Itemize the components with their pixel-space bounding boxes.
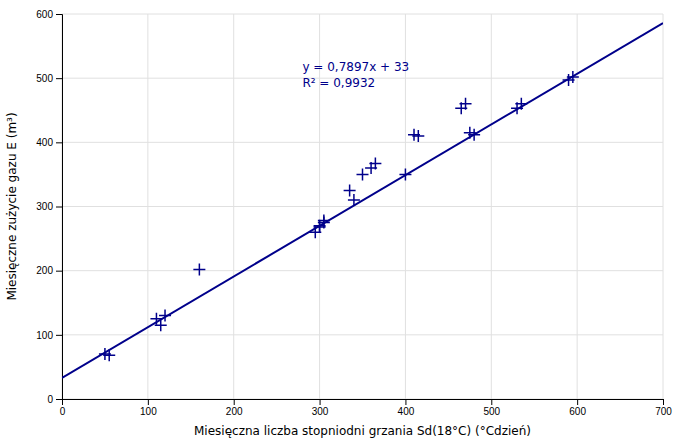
tick: 100 bbox=[36, 330, 62, 341]
grid-line-y bbox=[62, 334, 663, 335]
tick-label: 400 bbox=[398, 406, 415, 417]
tick-label: 0 bbox=[47, 394, 53, 405]
tick-mark bbox=[56, 207, 62, 208]
y-axis-title: Miesięczne zużycie gazu E (m³) bbox=[5, 112, 19, 300]
tick: 600 bbox=[569, 399, 586, 417]
axis-line bbox=[63, 400, 664, 406]
grid-line-y bbox=[62, 14, 663, 15]
tick: 400 bbox=[398, 399, 415, 417]
tick-mark bbox=[320, 399, 321, 405]
scatter-point bbox=[460, 98, 472, 110]
tick-mark bbox=[663, 399, 664, 405]
annotation: y = 0,7897x + 33 R² = 0,9932 bbox=[302, 60, 409, 90]
tick: 500 bbox=[36, 73, 62, 84]
scatter-point bbox=[357, 168, 369, 180]
marks bbox=[62, 23, 663, 378]
grid-line-y bbox=[62, 142, 663, 143]
tick-mark bbox=[56, 142, 62, 143]
regression-line bbox=[62, 23, 663, 378]
tick: 400 bbox=[36, 137, 62, 148]
tick: 0 bbox=[47, 394, 62, 405]
scatter-point bbox=[103, 349, 115, 361]
tick-mark bbox=[56, 78, 62, 79]
tick: 300 bbox=[312, 399, 329, 417]
tick-label: 200 bbox=[36, 265, 53, 276]
grid bbox=[62, 14, 663, 399]
tick-label: 600 bbox=[569, 406, 586, 417]
tick-label: 100 bbox=[36, 330, 53, 341]
tick-mark bbox=[148, 399, 149, 405]
tick: 600 bbox=[36, 9, 62, 20]
grid-line-y bbox=[62, 270, 663, 271]
tick-mark bbox=[577, 399, 578, 405]
tick-mark bbox=[56, 14, 62, 15]
tick-label: 300 bbox=[36, 201, 53, 212]
tick-label: 300 bbox=[312, 406, 329, 417]
grid-line-y bbox=[62, 206, 663, 207]
tick-label: 500 bbox=[483, 406, 500, 417]
tick-mark bbox=[405, 399, 406, 405]
chart: 0 100 200 300 400 500 600 700 0 100 200 300 400 500 60… bbox=[0, 0, 685, 445]
tick-label: 200 bbox=[226, 406, 243, 417]
plot: 0 100 200 300 400 500 600 700 0 100 200 300 400 500 60… bbox=[36, 9, 672, 417]
scatter-point bbox=[348, 194, 360, 206]
tick-mark bbox=[234, 399, 235, 405]
tick-mark bbox=[56, 271, 62, 272]
tick-label: 700 bbox=[655, 406, 672, 417]
tick: 100 bbox=[140, 399, 157, 417]
tick: 200 bbox=[36, 265, 62, 276]
tick-mark bbox=[56, 335, 62, 336]
annotation-line: y = 0,7897x + 33 bbox=[302, 60, 409, 74]
scatter-point bbox=[193, 263, 205, 275]
scatter-point bbox=[369, 158, 381, 170]
x-axis-title: Miesięczna liczba stopniodni grzania Sd(… bbox=[194, 424, 531, 438]
tick-label: 0 bbox=[60, 406, 66, 417]
tick-label: 600 bbox=[36, 9, 53, 20]
scatter-point bbox=[412, 130, 424, 142]
tick-mark bbox=[56, 399, 62, 400]
axis-line bbox=[56, 15, 63, 400]
tick: 200 bbox=[226, 399, 243, 417]
annotation-line: R² = 0,9932 bbox=[302, 76, 375, 90]
tick: 700 bbox=[655, 399, 672, 417]
tick: 500 bbox=[483, 399, 500, 417]
y-axis: 0 100 200 300 400 500 600 bbox=[36, 9, 62, 405]
tick-label: 400 bbox=[36, 137, 53, 148]
tick-label: 500 bbox=[36, 73, 53, 84]
tick-mark bbox=[491, 399, 492, 405]
tick: 300 bbox=[36, 201, 62, 212]
tick: 0 bbox=[60, 399, 66, 417]
tick-label: 100 bbox=[140, 406, 157, 417]
x-axis: 0 100 200 300 400 500 600 700 bbox=[60, 399, 673, 417]
